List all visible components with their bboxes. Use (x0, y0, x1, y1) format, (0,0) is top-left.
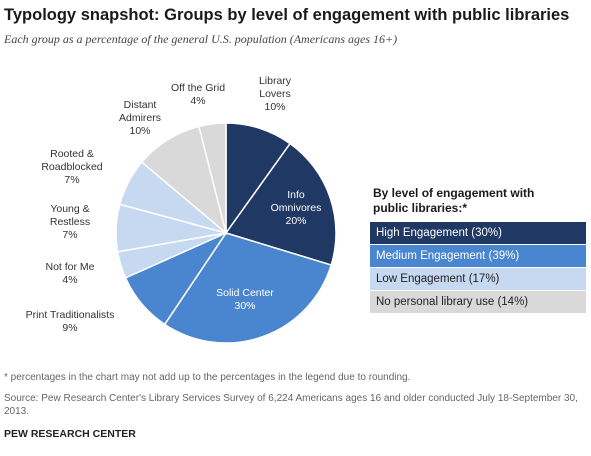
slice-label-solid-center: Solid Center 30% (216, 287, 274, 312)
source-note: Source: Pew Research Center's Library Se… (4, 393, 578, 417)
slice-label-young-restless: Young & Restless 7% (50, 203, 90, 241)
pie-chart: Library Lovers 10% Info Omnivores 20% Solid Ce… (26, 75, 337, 344)
slice-label-print-traditionalists: Print Traditionalists 9% (26, 309, 115, 334)
footnote: * percentages in the chart may not add u… (4, 372, 411, 383)
slice-label-rooted-roadblocked: Rooted & Roadblocked 7% (41, 148, 102, 186)
legend-item-low-engagement: Low Engagement (17%) (370, 268, 586, 290)
slice-label-not-for-me: Not for Me 4% (45, 261, 94, 286)
slice-label-library-lovers: Library Lovers 10% (259, 75, 292, 113)
chart-title: Typology snapshot: Groups by level of en… (4, 6, 570, 24)
slice-label-info-omnivores: Info Omnivores 20% (271, 189, 322, 227)
pie-slice-info-omnivores (224, 142, 337, 266)
legend-item-high-engagement: High Engagement (30%) (370, 222, 586, 244)
legend-item-no-personal-library-use: No personal library use (14%) (370, 291, 586, 313)
pie-slice-off-the-grid (197, 122, 227, 234)
legend-item-medium-engagement: Medium Engagement (39%) (370, 245, 586, 267)
brand-label: PEW RESEARCH CENTER (4, 428, 136, 440)
legend-title: By level of engagement with public libra… (373, 186, 535, 215)
chart-subtitle: Each group as a percentage of the genera… (4, 32, 398, 46)
legend: High Engagement (30%) Medium Engagement (… (370, 222, 586, 314)
slice-label-distant-admirers: Distant Admirers 10% (119, 99, 161, 137)
pie-slice-solid-center (163, 232, 333, 344)
slice-label-off-the-grid: Off the Grid 4% (171, 82, 225, 107)
